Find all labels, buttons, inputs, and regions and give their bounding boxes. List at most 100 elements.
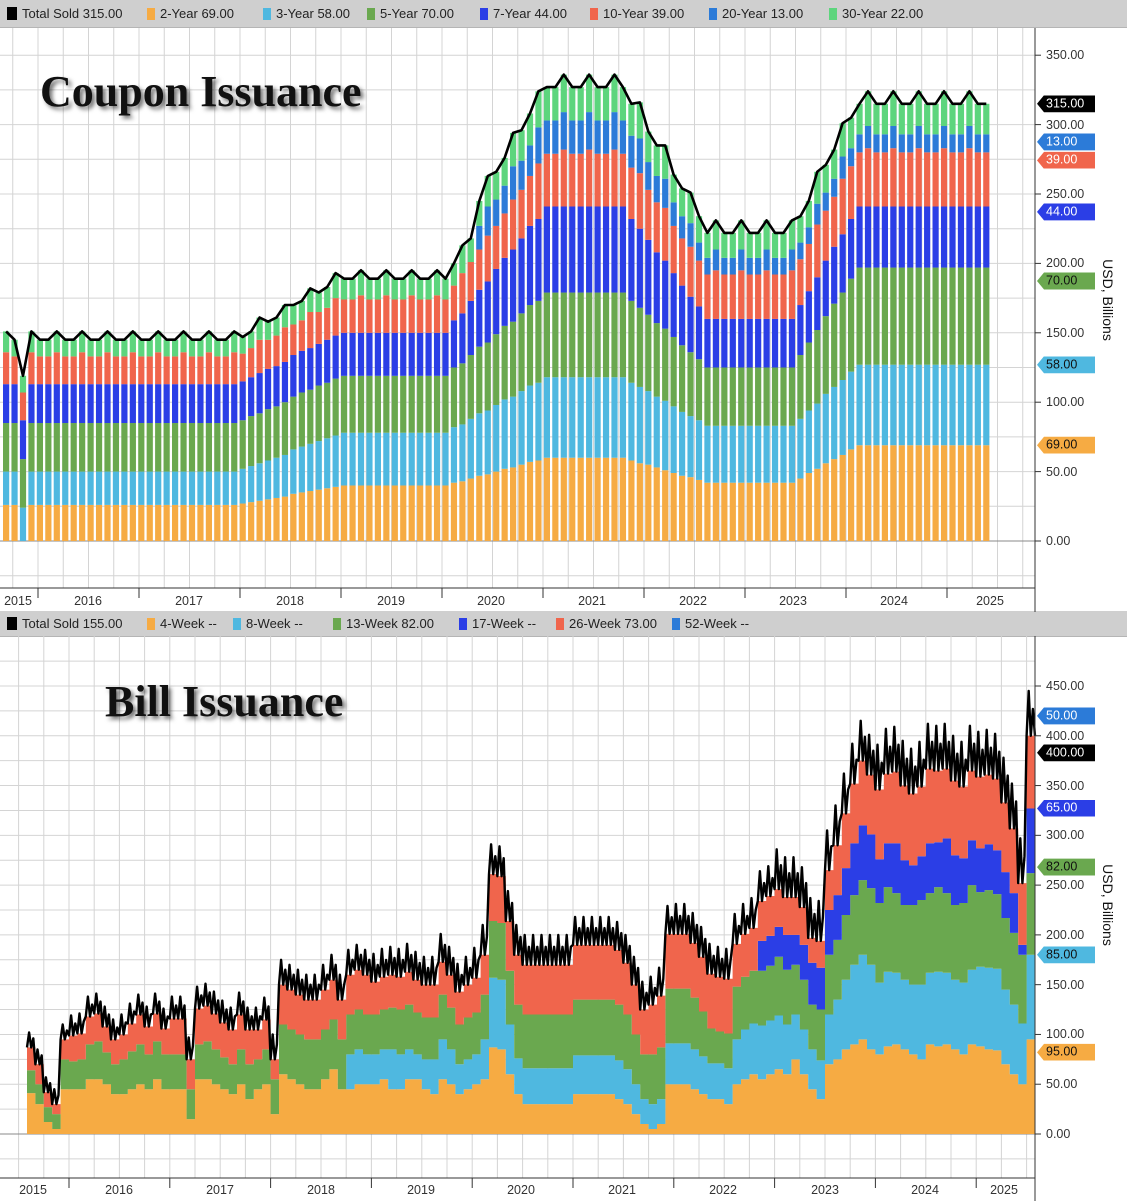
bar-7-year xyxy=(636,228,643,308)
legend-item-8-week[interactable]: 8-Week -- xyxy=(233,611,303,636)
bar-3-year xyxy=(281,454,289,497)
legend-swatch xyxy=(333,617,341,630)
bar-10-year xyxy=(729,274,736,319)
bar-7-year xyxy=(670,273,677,337)
bar-30-year xyxy=(755,232,762,258)
bar-7-year xyxy=(611,206,618,293)
bar-10-year xyxy=(898,152,905,207)
bar-7-year xyxy=(62,384,69,424)
bar-stack xyxy=(543,87,550,541)
bar-10-year xyxy=(374,299,381,333)
bar-5-year xyxy=(408,375,415,433)
bar-5-year xyxy=(62,423,69,472)
bar-7-year xyxy=(543,206,550,293)
bar-30-year xyxy=(848,117,855,149)
bar-stack xyxy=(391,278,398,541)
legend-swatch xyxy=(480,7,488,20)
legend-item-3-year[interactable]: 3-Year 58.00 xyxy=(263,0,350,27)
bar-2-year xyxy=(112,504,120,541)
bar-stack xyxy=(814,171,821,541)
bar-10-year xyxy=(915,148,922,207)
bar-10-year xyxy=(45,356,52,385)
bar-10-year xyxy=(146,356,153,385)
bar-stack xyxy=(484,175,491,541)
bar-5-year xyxy=(738,367,745,426)
bar-3-year xyxy=(374,432,381,486)
bar-5-year xyxy=(79,423,86,472)
bar-3-year xyxy=(653,396,660,468)
x-tick-label: 2021 xyxy=(578,594,606,608)
bar-3-year xyxy=(332,435,339,487)
legend-item-total[interactable]: Total Sold 315.00 xyxy=(7,0,122,27)
bar-30-year xyxy=(695,216,703,243)
bar-stack xyxy=(476,200,483,541)
bar-stack xyxy=(535,91,542,541)
bar-10-year xyxy=(501,213,508,258)
bar-7-year xyxy=(467,300,474,356)
bar-stack xyxy=(594,87,601,541)
bar-10-year xyxy=(264,339,272,369)
bar-20-year xyxy=(974,134,981,153)
bar-5-year xyxy=(645,314,652,392)
bar-5-year xyxy=(856,267,863,365)
bar-7-year xyxy=(822,260,829,317)
bar-2-year xyxy=(307,491,314,541)
bar-10-year xyxy=(315,311,322,344)
last-value-tag: 44.00 xyxy=(1037,203,1095,221)
bar-stack xyxy=(966,91,973,541)
bar-5-year xyxy=(957,267,965,365)
bar-7-year xyxy=(53,384,60,424)
legend-item-5-year[interactable]: 5-Year 70.00 xyxy=(367,0,454,27)
legend-item-2-year[interactable]: 2-Year 69.00 xyxy=(147,0,234,27)
bar-2-year xyxy=(11,504,18,541)
bar-10-year xyxy=(87,356,94,385)
bar-3-year xyxy=(366,432,373,486)
bar-stack xyxy=(501,157,508,541)
bar-2-year xyxy=(366,485,373,541)
bar-10-year xyxy=(602,153,610,207)
bar-3-year xyxy=(864,364,872,446)
bar-30-year xyxy=(484,175,491,207)
bar-30-year xyxy=(611,74,618,113)
legend-swatch xyxy=(556,617,564,630)
bar-20-year xyxy=(797,242,804,260)
legend-item-30-year[interactable]: 30-Year 22.00 xyxy=(829,0,923,27)
bar-30-year xyxy=(628,103,635,136)
bar-10-year xyxy=(248,348,255,378)
legend-item-4-week[interactable]: 4-Week -- xyxy=(147,611,217,636)
bar-10-year xyxy=(121,356,128,385)
bar-10-year xyxy=(755,274,762,319)
bar-3-year xyxy=(19,507,27,541)
legend-item-7-year[interactable]: 7-Year 44.00 xyxy=(480,0,567,27)
bar-7-year xyxy=(214,384,221,424)
bar-5-year xyxy=(695,359,703,421)
bar-3-year xyxy=(467,418,474,479)
bar-30-year xyxy=(940,91,948,126)
legend-item-13-week[interactable]: 13-Week 82.00 xyxy=(333,611,434,636)
legend-item-52-week[interactable]: 52-Week -- xyxy=(672,611,749,636)
bar-10-year xyxy=(805,243,812,292)
bar-5-year xyxy=(45,423,52,472)
bar-30-year xyxy=(915,91,922,126)
bar-3-year xyxy=(535,382,542,461)
legend-item-26-week[interactable]: 26-Week 73.00 xyxy=(556,611,657,636)
bar-3-year xyxy=(957,364,965,446)
bar-7-year xyxy=(315,343,322,386)
bar-2-year xyxy=(560,457,567,541)
legend-item-20-year[interactable]: 20-Year 13.00 xyxy=(709,0,803,27)
bar-stack xyxy=(79,331,86,541)
bar-5-year xyxy=(290,396,297,450)
bar-2-year xyxy=(526,461,534,541)
bar-30-year xyxy=(535,91,542,128)
legend-item-total[interactable]: Total Sold 155.00 xyxy=(7,611,122,636)
legend-item-17-week[interactable]: 17-Week -- xyxy=(459,611,536,636)
bar-7-year xyxy=(417,332,424,376)
bar-20-year xyxy=(898,134,905,153)
bar-20-year xyxy=(907,134,914,153)
bar-10-year xyxy=(104,352,111,385)
bar-30-year xyxy=(873,103,880,135)
bar-10-year xyxy=(391,299,398,333)
bar-stack xyxy=(780,232,787,541)
bar-5-year xyxy=(805,342,812,411)
legend-item-10-year[interactable]: 10-Year 39.00 xyxy=(590,0,684,27)
